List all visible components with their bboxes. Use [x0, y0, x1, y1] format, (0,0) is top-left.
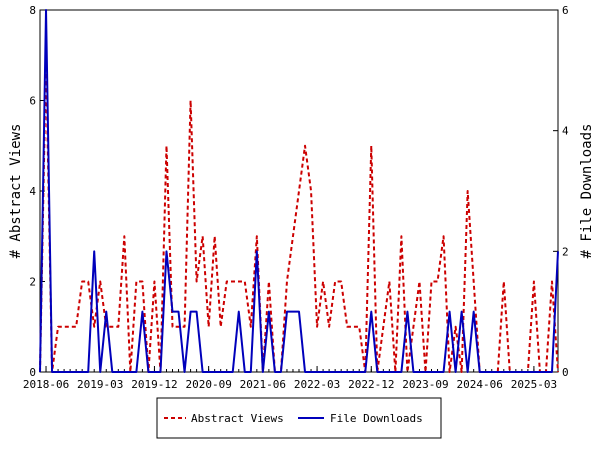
y-right-tick-label: 6 — [562, 4, 569, 17]
y-right-tick-label: 2 — [562, 245, 569, 258]
series-line-abstract-views — [39, 54, 559, 373]
y-right-axis-title: # File Downloads — [579, 124, 595, 259]
x-tick-label: 2020-09 — [185, 378, 231, 391]
y-left-tick-label: 8 — [29, 4, 36, 17]
y-left-tick-label: 0 — [29, 366, 36, 379]
legend-label-abstract-views: Abstract Views — [191, 412, 284, 425]
series-line-file-downloads — [39, 9, 559, 373]
x-tick-label: 2019-12 — [131, 378, 177, 391]
x-tick-label: 2021-06 — [240, 378, 286, 391]
y-left-tick-label: 4 — [29, 185, 36, 198]
x-axis-ticks: 2018-06 2019-03 2019-12 2020-09 2021-06 2022-… — [23, 366, 557, 391]
y-left-tick-label: 6 — [29, 95, 36, 108]
legend-label-file-downloads: File Downloads — [330, 412, 423, 425]
x-tick-label: 2022-12 — [348, 378, 394, 391]
series-layer — [39, 9, 559, 373]
x-tick-label: 2018-06 — [23, 378, 69, 391]
x-tick-label: 2024-06 — [457, 378, 503, 391]
x-tick-label: 2022-03 — [294, 378, 340, 391]
x-tick-label: 2019-03 — [77, 378, 123, 391]
x-tick-label: 2023-09 — [402, 378, 448, 391]
y-right-tick-label: 4 — [562, 125, 569, 138]
y-left-tick-label: 2 — [29, 276, 36, 289]
legend: Abstract Views File Downloads — [156, 397, 442, 439]
y-left-axis-title: # Abstract Views — [8, 124, 24, 259]
x-tick-label: 2025-03 — [511, 378, 557, 391]
y-right-tick-label: 0 — [562, 366, 569, 379]
